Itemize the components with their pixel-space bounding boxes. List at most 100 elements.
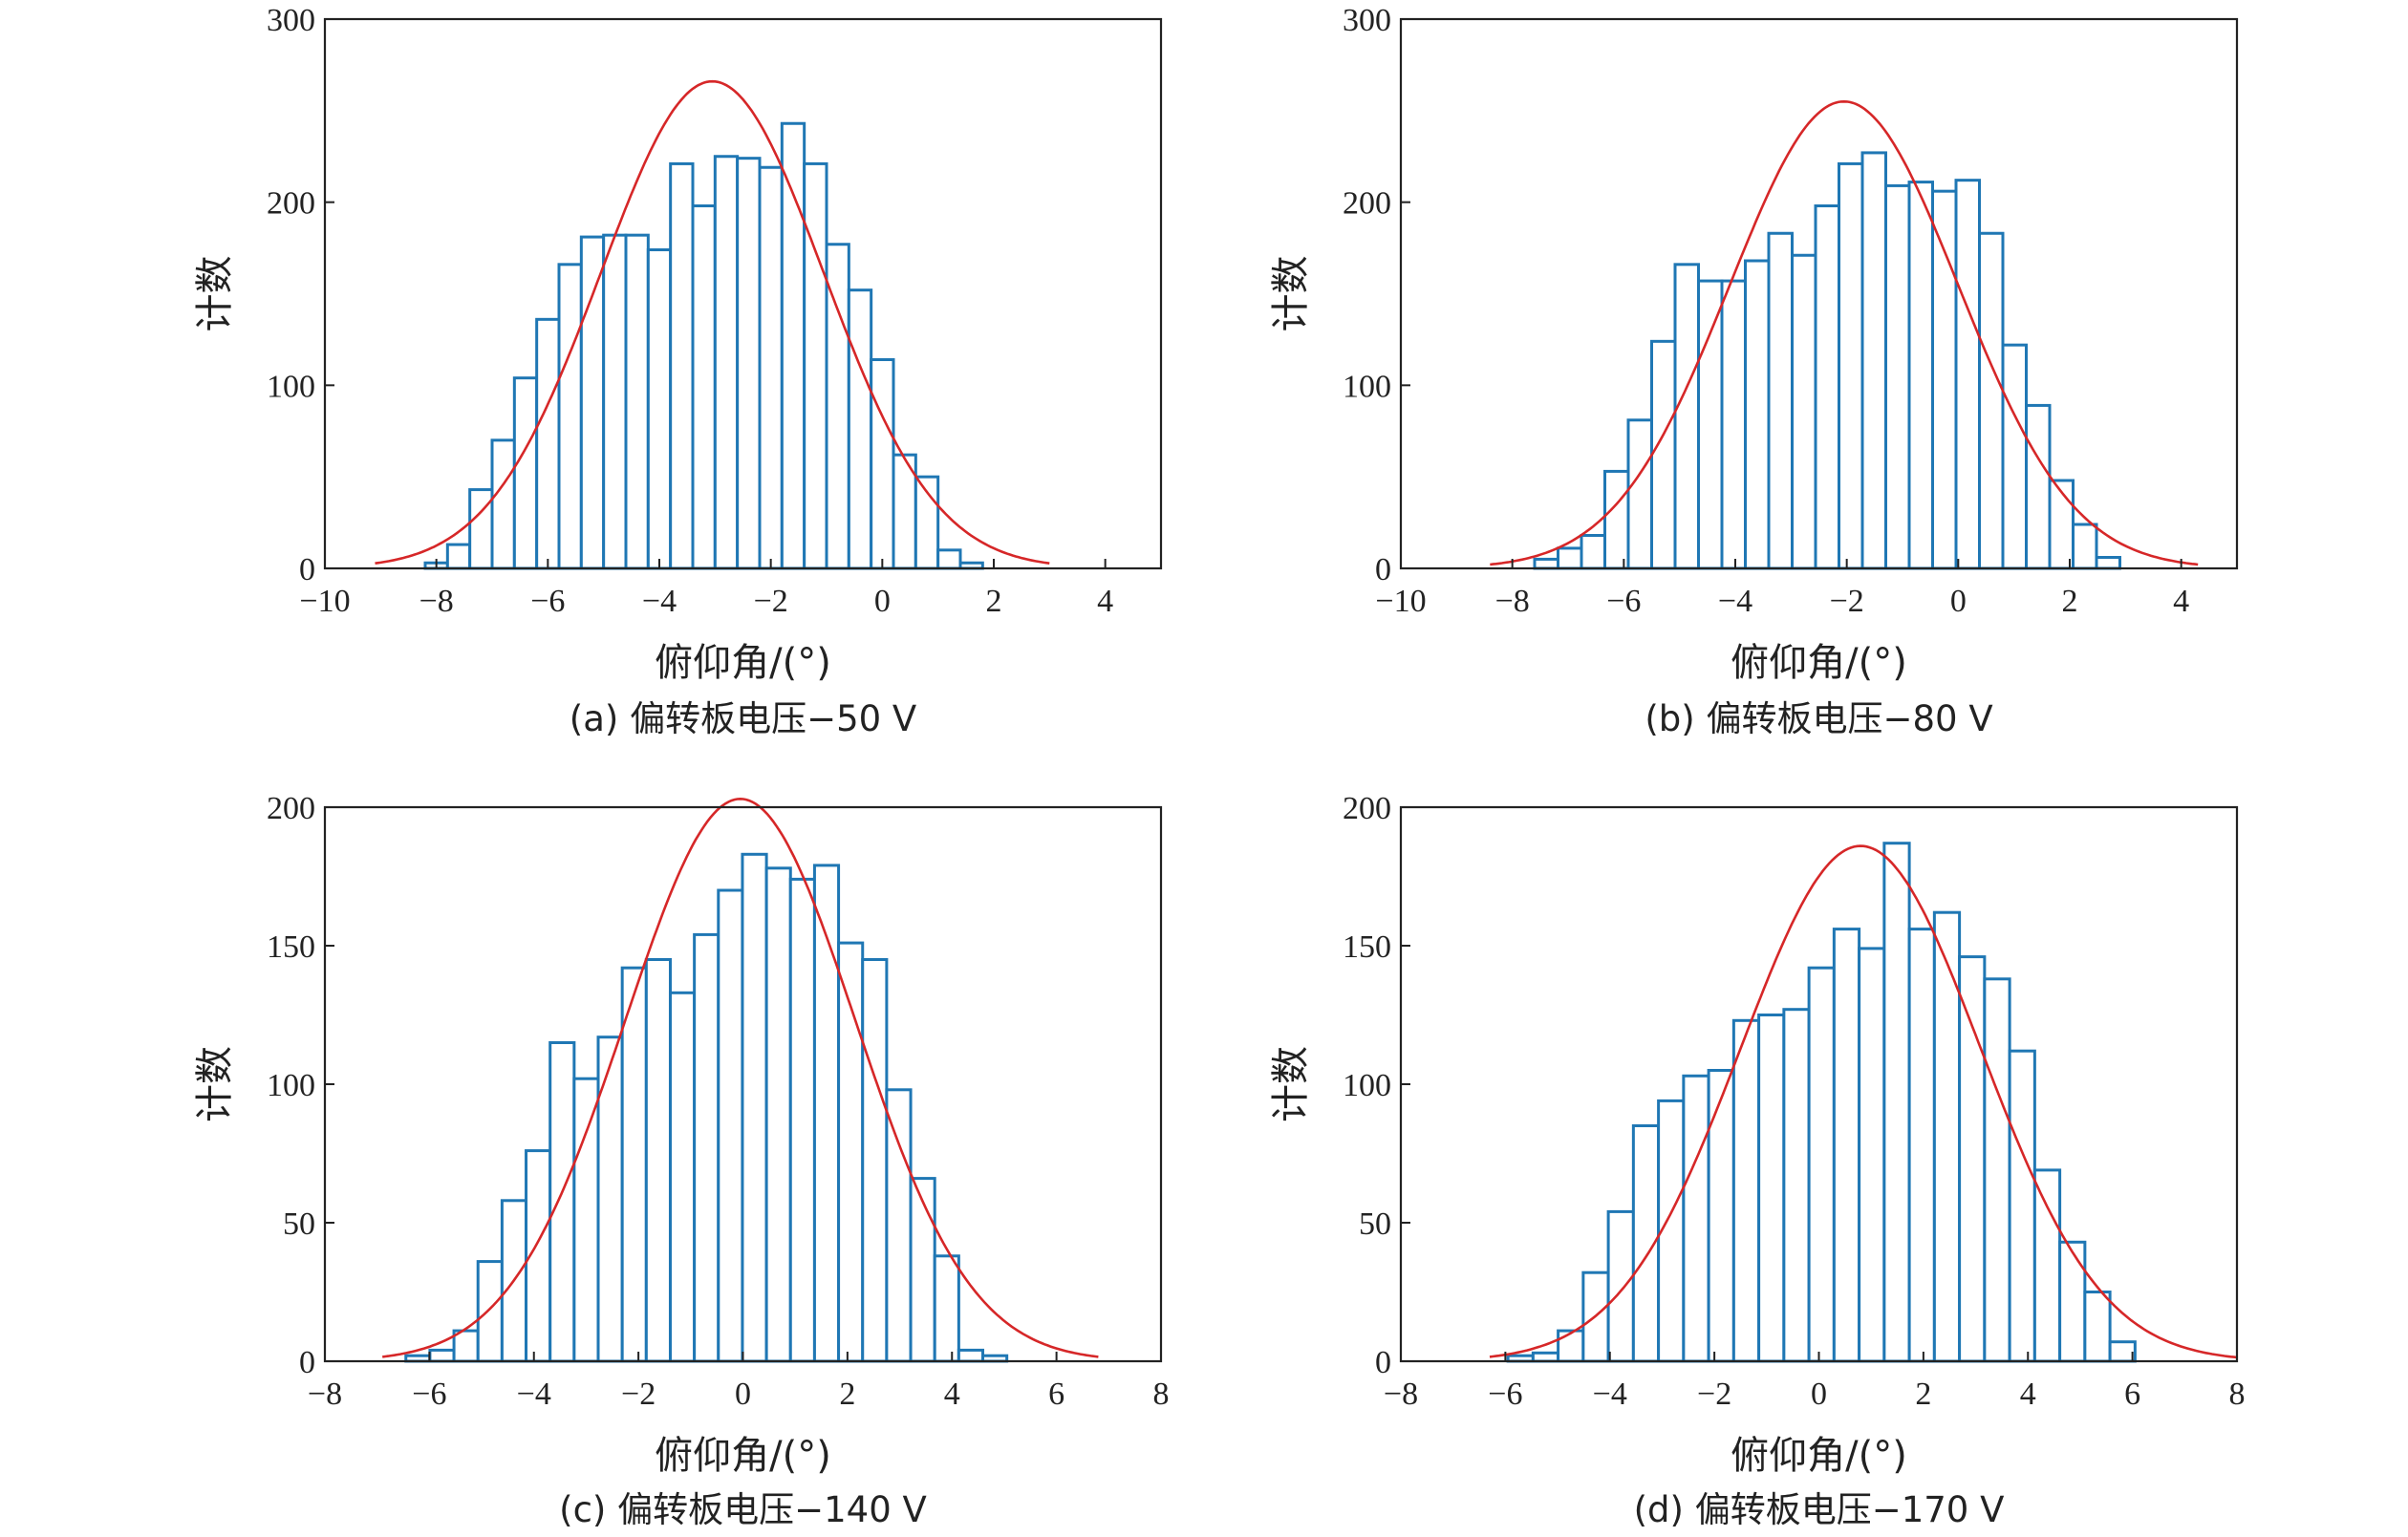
y-axis-label: 计数: [1269, 256, 1313, 332]
histogram-bar: [557, 263, 583, 570]
y-tick-label: 100: [267, 1068, 315, 1103]
histogram-bar: [861, 958, 889, 1363]
y-tick-label: 200: [1343, 791, 1391, 826]
histogram-bar: [646, 248, 673, 570]
histogram-bar: [909, 1177, 936, 1363]
chart-panel-b: −10 −8 −6 −4 −2 0 2 4 0 100 200 300 俯仰角/(°) 计数 (b) 偏转板…: [1269, 3, 2239, 739]
histogram-bar: [1932, 910, 1962, 1363]
histogram-bar: [758, 165, 784, 570]
histogram-bar: [1958, 955, 1987, 1363]
y-tick-label: 100: [1343, 1068, 1391, 1103]
histogram-bar: [1533, 557, 1559, 570]
histogram-bar: [870, 358, 895, 570]
chart-panel-a: −10 −8 −6 −4 −2 0 2 4 0 100 200 300 俯仰角/(°) 计数 (a) 偏转板…: [193, 3, 1163, 739]
histogram-bar: [476, 1260, 504, 1363]
histogram-bar: [691, 204, 717, 570]
x-tick-label: −8: [1384, 1377, 1418, 1412]
x-tick-label: −2: [621, 1377, 656, 1412]
x-tick-label: −8: [308, 1377, 342, 1412]
histogram-bar: [1907, 928, 1936, 1363]
x-tick-label: −10: [299, 584, 350, 619]
y-tick-label: 100: [267, 369, 315, 404]
panel-caption: (d) 偏转板电压−170 V: [1634, 1489, 2005, 1530]
x-tick-label: −10: [1375, 584, 1426, 619]
x-tick-label: −8: [419, 584, 454, 619]
histogram-bar: [1707, 1069, 1735, 1363]
panel-caption: (b) 偏转板电压−80 V: [1645, 698, 1992, 739]
histogram-bar: [644, 958, 672, 1363]
x-tick-label: 4: [944, 1377, 960, 1412]
histogram-bar: [1954, 179, 1981, 570]
x-tick-label: −6: [530, 584, 565, 619]
histogram-bar: [741, 852, 768, 1363]
histogram-bar: [1791, 253, 1817, 570]
histogram-bar: [957, 1348, 985, 1363]
histogram-bar: [2008, 1049, 2036, 1363]
histogram-bar: [764, 866, 792, 1363]
y-tick-label: 100: [1343, 369, 1391, 404]
y-tick-label: 200: [267, 791, 315, 826]
panel-caption: (a) 偏转板电压−50 V: [570, 698, 916, 739]
histogram-bar: [933, 1254, 960, 1363]
x-tick-label: −6: [1606, 584, 1641, 619]
x-tick-label: 6: [1048, 1377, 1064, 1412]
histogram-bar: [535, 317, 561, 570]
histogram-bar: [788, 877, 816, 1363]
x-tick-label: 8: [2229, 1377, 2246, 1412]
y-tick-label: 0: [299, 552, 315, 587]
histogram-bar: [1838, 161, 1864, 570]
x-tick-label: −4: [1718, 584, 1752, 619]
histogram-bar: [1814, 204, 1840, 570]
histogram-bar: [1697, 279, 1724, 570]
histogram-bar: [1782, 1008, 1811, 1363]
histogram-bar: [428, 1348, 456, 1363]
y-tick-label: 300: [1343, 3, 1391, 38]
histogram-bar: [1978, 231, 2005, 570]
histogram-bar: [2083, 1291, 2112, 1363]
x-tick-label: 4: [1097, 584, 1113, 619]
histogram-bar: [512, 376, 539, 570]
x-tick-label: 0: [735, 1377, 751, 1412]
y-tick-label: 150: [267, 929, 315, 965]
y-tick-label: 300: [267, 3, 315, 38]
x-tick-label: −4: [642, 584, 677, 619]
histogram-bar: [1744, 259, 1771, 570]
histogram-bar: [669, 161, 695, 570]
gaussian-fit-curve: [382, 797, 1099, 1358]
histogram-bar: [1531, 1351, 1560, 1363]
histogram-bar: [1882, 842, 1911, 1363]
y-tick-label: 0: [1375, 1345, 1391, 1380]
histogram-bar: [2108, 1340, 2137, 1363]
y-axis-label: 计数: [193, 1046, 237, 1122]
gaussian-fit-curve: [375, 79, 1050, 565]
x-tick-label: 2: [1915, 1377, 1931, 1412]
histogram-bar: [936, 548, 962, 570]
x-tick-label: −2: [1830, 584, 1864, 619]
histogram-bar: [825, 243, 850, 570]
histogram-bar: [1557, 546, 1583, 570]
histogram-bar: [2072, 523, 2098, 570]
y-tick-label: 50: [283, 1206, 315, 1242]
y-tick-label: 200: [1343, 186, 1391, 222]
gaussian-fit-curve: [1490, 99, 2199, 566]
x-tick-label: 2: [986, 584, 1002, 619]
chart-panel-c: −8 −6 −4 −2 0 2 4 6 8 0 50 100 150 200 俯仰角/(°) 计数 (c) 偏转…: [193, 791, 1170, 1530]
histogram-bar: [1983, 977, 2011, 1363]
histogram-bar: [624, 233, 650, 570]
histogram-bar: [713, 155, 740, 570]
histogram-bar: [1682, 1074, 1710, 1363]
histogram-bar: [1832, 928, 1861, 1363]
x-tick-label: −4: [1593, 1377, 1627, 1412]
x-tick-label: −6: [1488, 1377, 1522, 1412]
histogram-bar: [1606, 1209, 1635, 1363]
histogram-bar: [1757, 1014, 1786, 1363]
histogram-bar: [2048, 479, 2075, 570]
histogram-bar: [1626, 418, 1653, 570]
x-tick-label: 2: [2062, 584, 2078, 619]
y-tick-label: 50: [1359, 1206, 1391, 1242]
histogram-bar: [1720, 279, 1747, 570]
histogram-bar: [668, 991, 697, 1363]
histogram-bar: [2001, 343, 2028, 570]
histogram-bar: [1557, 1329, 1585, 1363]
histogram-bar: [693, 932, 720, 1363]
